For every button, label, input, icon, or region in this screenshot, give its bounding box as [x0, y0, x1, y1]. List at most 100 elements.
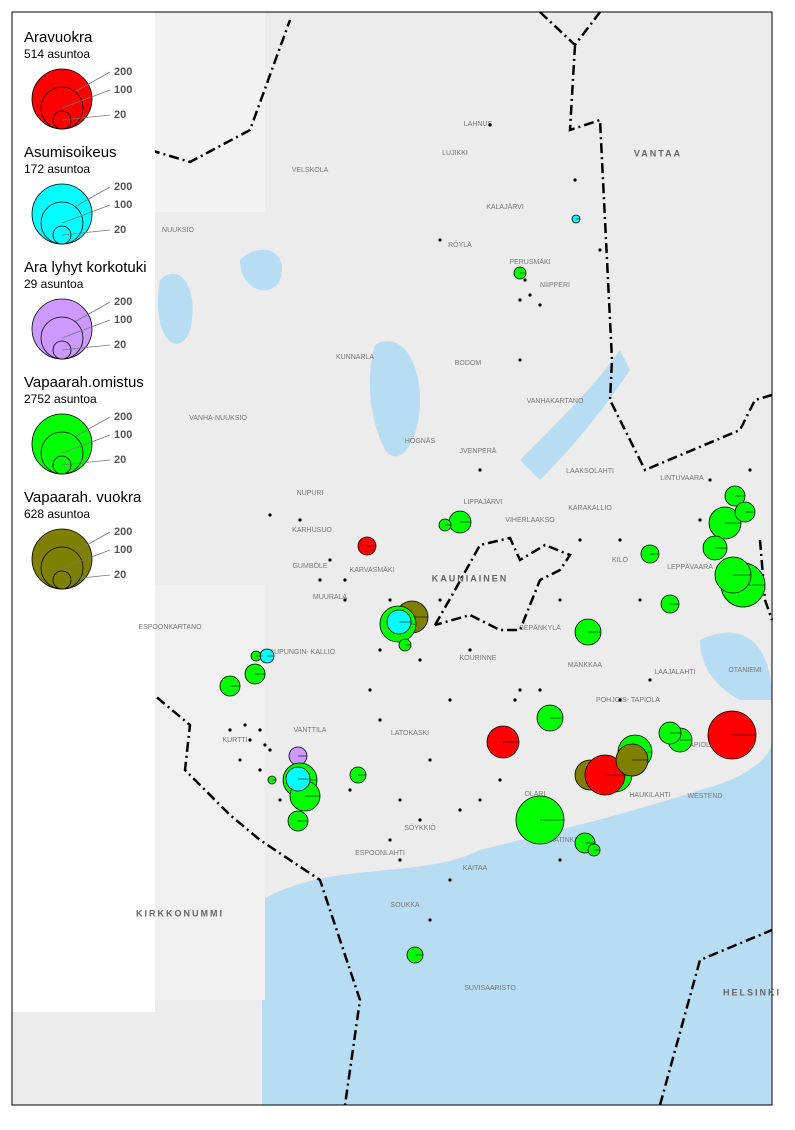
legend-scale-label: 200: [114, 411, 132, 423]
legend-title: Ara lyhyt korkotuki: [24, 259, 147, 276]
small-site: [518, 358, 522, 362]
place-label: VANHAKARTANO: [527, 398, 584, 405]
legend-title: Vapaarah.omistus: [24, 374, 144, 391]
small-site: [478, 798, 482, 802]
place-label: WESTEND: [688, 793, 723, 800]
small-site: [458, 808, 462, 812]
place-labels: LAHNUS VANTAA LUJIKKI VELSKOLA KALAJÄRVI NUUK…: [136, 121, 781, 998]
small-site: [528, 293, 532, 297]
small-site: [428, 758, 432, 762]
legend-scale-label: 100: [114, 84, 132, 96]
place-label: KARHUSUO: [292, 527, 332, 534]
place-label: NUPURI: [297, 490, 324, 497]
small-site: [448, 698, 452, 702]
place-label: LAHNUS: [464, 121, 493, 128]
legend-count: 172 asuntoa: [24, 162, 90, 176]
small-site: [278, 798, 282, 802]
legend-count: 628 asuntoa: [24, 507, 90, 521]
place-label: RÖYLÄ: [448, 241, 472, 249]
legend-leader: [61, 549, 111, 569]
place-label: LINTUVAARA: [660, 475, 704, 482]
legend-leader: [61, 229, 111, 236]
small-site: [263, 743, 267, 747]
small-site: [248, 738, 252, 742]
place-label: NIIPPERI: [540, 282, 570, 289]
place-label: VELSKOLA: [292, 167, 329, 174]
place-label: HÖGNÄS: [405, 437, 436, 445]
land: [155, 12, 265, 212]
small-site: [748, 468, 752, 472]
place-label: VANTAA: [634, 148, 682, 158]
legend-scale-label: 100: [114, 199, 132, 211]
place-label: JVENPERÄ: [460, 447, 497, 455]
place-label: KAITAA: [463, 865, 488, 872]
place-label: MUURALA: [313, 594, 348, 601]
place-label: LUJIKKI: [442, 150, 468, 157]
legend-leader: [61, 114, 111, 121]
legend-scale-label: 100: [114, 314, 132, 326]
place-label: HELSINKI: [723, 987, 781, 997]
small-site: [388, 598, 392, 602]
small-site: [698, 518, 702, 522]
small-site: [258, 728, 262, 732]
legend-leader: [61, 459, 111, 466]
small-site: [258, 768, 262, 772]
small-site: [538, 303, 542, 307]
small-site: [618, 538, 622, 542]
place-label: LATOKASKI: [391, 730, 429, 737]
small-site: [448, 878, 452, 882]
small-site: [343, 578, 347, 582]
place-label: NUUKSIO: [162, 227, 194, 234]
place-label: KURTTI: [222, 737, 247, 744]
legend-scale-label: 20: [114, 339, 126, 351]
small-site: [438, 598, 442, 602]
place-label: KUNNARLA: [336, 354, 374, 361]
legend-count: 2752 asuntoa: [24, 392, 97, 406]
place-label: MANKKAA: [568, 662, 603, 669]
legend-title: Asumisoikeus: [24, 144, 117, 161]
place-label: HAUKILAHTI: [629, 792, 670, 799]
legend-scale-label: 20: [114, 109, 126, 121]
place-label: VANTTILA: [294, 727, 327, 734]
place-label: KAUPUNGIN- KALLIO: [265, 649, 336, 656]
small-site: [388, 838, 392, 842]
place-label: KIRKKONUMMI: [136, 908, 224, 918]
small-site: [518, 298, 522, 302]
place-label: LEPPÄVAARA: [667, 563, 713, 571]
small-site: [523, 278, 527, 282]
place-label: LIPPAJÄRVI: [463, 498, 502, 506]
small-site: [558, 858, 562, 862]
place-label: OTANIEMI: [728, 667, 761, 674]
place-label: KOURINNE: [460, 655, 497, 662]
legend-count: 29 asuntoa: [24, 277, 84, 291]
small-site: [478, 468, 482, 472]
place-label: VANHA-NUUKSIO: [189, 415, 247, 422]
legend-scale-label: 200: [114, 181, 132, 193]
small-site: [428, 918, 432, 922]
place-label: OLARI: [524, 791, 545, 798]
small-site: [538, 688, 542, 692]
small-site: [578, 538, 582, 542]
small-site: [513, 698, 517, 702]
place-label: KILO: [612, 557, 629, 564]
small-site: [328, 558, 332, 562]
place-label: KALAJÄRVI: [486, 203, 524, 211]
place-label: PERUSMÄKI: [509, 258, 550, 266]
place-label: TAPIOLA: [685, 742, 714, 749]
small-site: [243, 723, 247, 727]
small-site: [598, 248, 602, 252]
small-site: [708, 478, 712, 482]
small-site: [573, 178, 577, 182]
legend-scale-label: 200: [114, 66, 132, 78]
place-label: KARAKALLIO: [568, 505, 612, 512]
place-label: SÖYKKIÖ: [404, 824, 436, 832]
symbols: [219, 123, 766, 964]
legend-leader: [61, 89, 111, 109]
small-site: [618, 698, 622, 702]
place-label: GUMBÖLE: [292, 562, 327, 570]
map-frame: [11, 11, 773, 1106]
place-label: VIHERLAAKSO: [505, 517, 555, 524]
legend-scale-label: 20: [114, 569, 126, 581]
place-label: LAAJALAHTI: [654, 669, 695, 676]
